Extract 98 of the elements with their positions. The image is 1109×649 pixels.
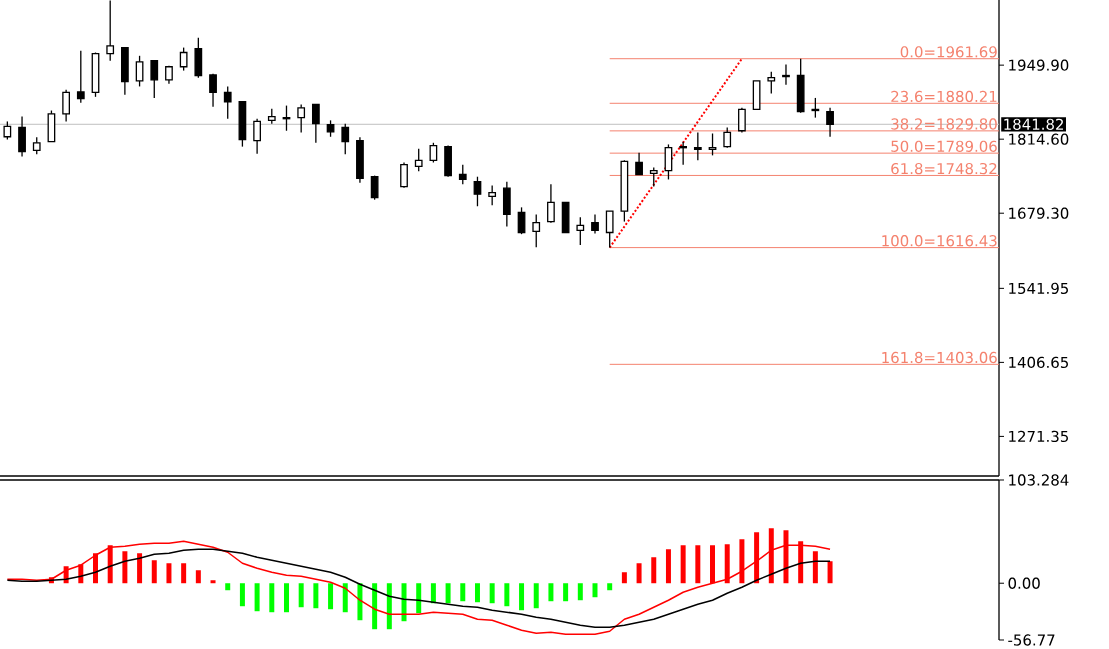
- bar: [504, 583, 510, 607]
- bar: [298, 583, 304, 608]
- candlestick: [253, 118, 261, 155]
- bar: [724, 544, 730, 584]
- candlestick: [679, 141, 688, 166]
- ref-line-label: 161.8=1403.06: [882, 351, 997, 364]
- y-tick-label: 1949.90: [1009, 59, 1069, 71]
- ref-line-label: 1841.82: [1004, 118, 1063, 130]
- bar: [328, 583, 334, 610]
- candlestick: [414, 148, 423, 172]
- bar: [386, 583, 392, 630]
- candlestick: [150, 60, 159, 99]
- bar: [548, 583, 554, 602]
- candlestick: [297, 103, 306, 134]
- bar: [680, 545, 686, 584]
- bar: [445, 583, 451, 604]
- bar: [533, 583, 539, 609]
- candlestick: [738, 107, 746, 134]
- bar: [195, 570, 201, 584]
- ref-line-label: 61.8=1748.32: [891, 162, 997, 175]
- candlestick: [106, 0, 115, 62]
- candlestick: [179, 46, 188, 72]
- bar: [372, 583, 378, 630]
- candlestick: [782, 63, 790, 86]
- bar: [460, 583, 466, 602]
- candlestick: [3, 120, 12, 141]
- candlestick: [473, 176, 482, 207]
- bar: [474, 583, 480, 603]
- y-tick-label: 1814.60: [1009, 133, 1069, 145]
- candlestick: [488, 184, 497, 206]
- candlestick: [605, 210, 614, 249]
- candlestick: [635, 151, 643, 176]
- ref-line-label: 38.2=1829.80: [891, 118, 997, 130]
- candlestick: [135, 55, 144, 88]
- bar: [710, 545, 716, 584]
- bar: [225, 583, 231, 591]
- candlestick: [76, 50, 85, 104]
- bar: [166, 563, 172, 584]
- bar: [636, 563, 642, 584]
- candlestick: [826, 107, 834, 138]
- candlestick: [400, 161, 408, 189]
- y-tick-label: -56.77: [1008, 634, 1055, 646]
- ref-line-label: 100.0=1616.43: [882, 235, 997, 247]
- bar: [430, 583, 436, 604]
- bar: [607, 583, 613, 591]
- candlestick: [708, 132, 717, 157]
- ref-line-label: 50.0=1789.06: [891, 140, 997, 152]
- y-tick-label: 1406.65: [1009, 356, 1068, 369]
- candlestick: [547, 183, 555, 224]
- candlestick: [341, 122, 350, 155]
- candlestick: [649, 166, 658, 188]
- bar: [181, 563, 187, 584]
- candlestick: [209, 73, 217, 108]
- bar: [827, 561, 833, 584]
- candlestick: [723, 126, 732, 149]
- bar: [416, 583, 422, 614]
- bar: [283, 583, 289, 613]
- y-tick-label: 1541.95: [1009, 282, 1068, 295]
- candlestick: [311, 103, 320, 144]
- candlestick: [664, 143, 673, 181]
- candlestick: [429, 142, 438, 164]
- bar: [313, 583, 319, 609]
- bar: [122, 551, 128, 584]
- bar: [695, 545, 701, 584]
- candlestick: [370, 174, 379, 201]
- bar: [651, 557, 657, 584]
- candlestick: [458, 164, 467, 186]
- bar: [519, 583, 525, 611]
- y-tick-label: 1271.35: [1009, 430, 1068, 443]
- bar: [342, 583, 348, 613]
- bar: [812, 551, 818, 584]
- candlestick: [767, 71, 776, 95]
- bar: [357, 583, 363, 621]
- bar: [401, 583, 407, 622]
- bar: [563, 583, 569, 602]
- candlestick: [62, 89, 70, 123]
- bar: [665, 549, 671, 584]
- y-tick-label: 103.284: [1009, 474, 1069, 486]
- candlestick: [693, 131, 702, 161]
- bar: [239, 583, 245, 607]
- bar: [137, 553, 143, 584]
- bar: [254, 583, 260, 612]
- candlestick: [223, 85, 232, 120]
- candlestick: [532, 213, 541, 248]
- bar: [489, 583, 495, 604]
- ref-line-label: 0.0=1961.69: [900, 46, 997, 58]
- candlestick: [576, 216, 585, 246]
- bar: [151, 560, 157, 584]
- bar: [621, 572, 627, 584]
- bar: [577, 583, 583, 601]
- bar: [210, 580, 216, 584]
- bar: [107, 545, 113, 584]
- candlestick: [811, 97, 820, 119]
- candlestick: [591, 213, 599, 235]
- y-tick-label: 0.00: [1008, 577, 1040, 589]
- y-tick-label: 1679.30: [1009, 207, 1069, 219]
- bar: [269, 583, 275, 613]
- ref-line-label: 23.6=1880.21: [891, 90, 997, 103]
